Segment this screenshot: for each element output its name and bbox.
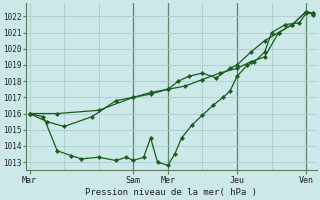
X-axis label: Pression niveau de la mer( hPa ): Pression niveau de la mer( hPa ) [85,188,257,197]
